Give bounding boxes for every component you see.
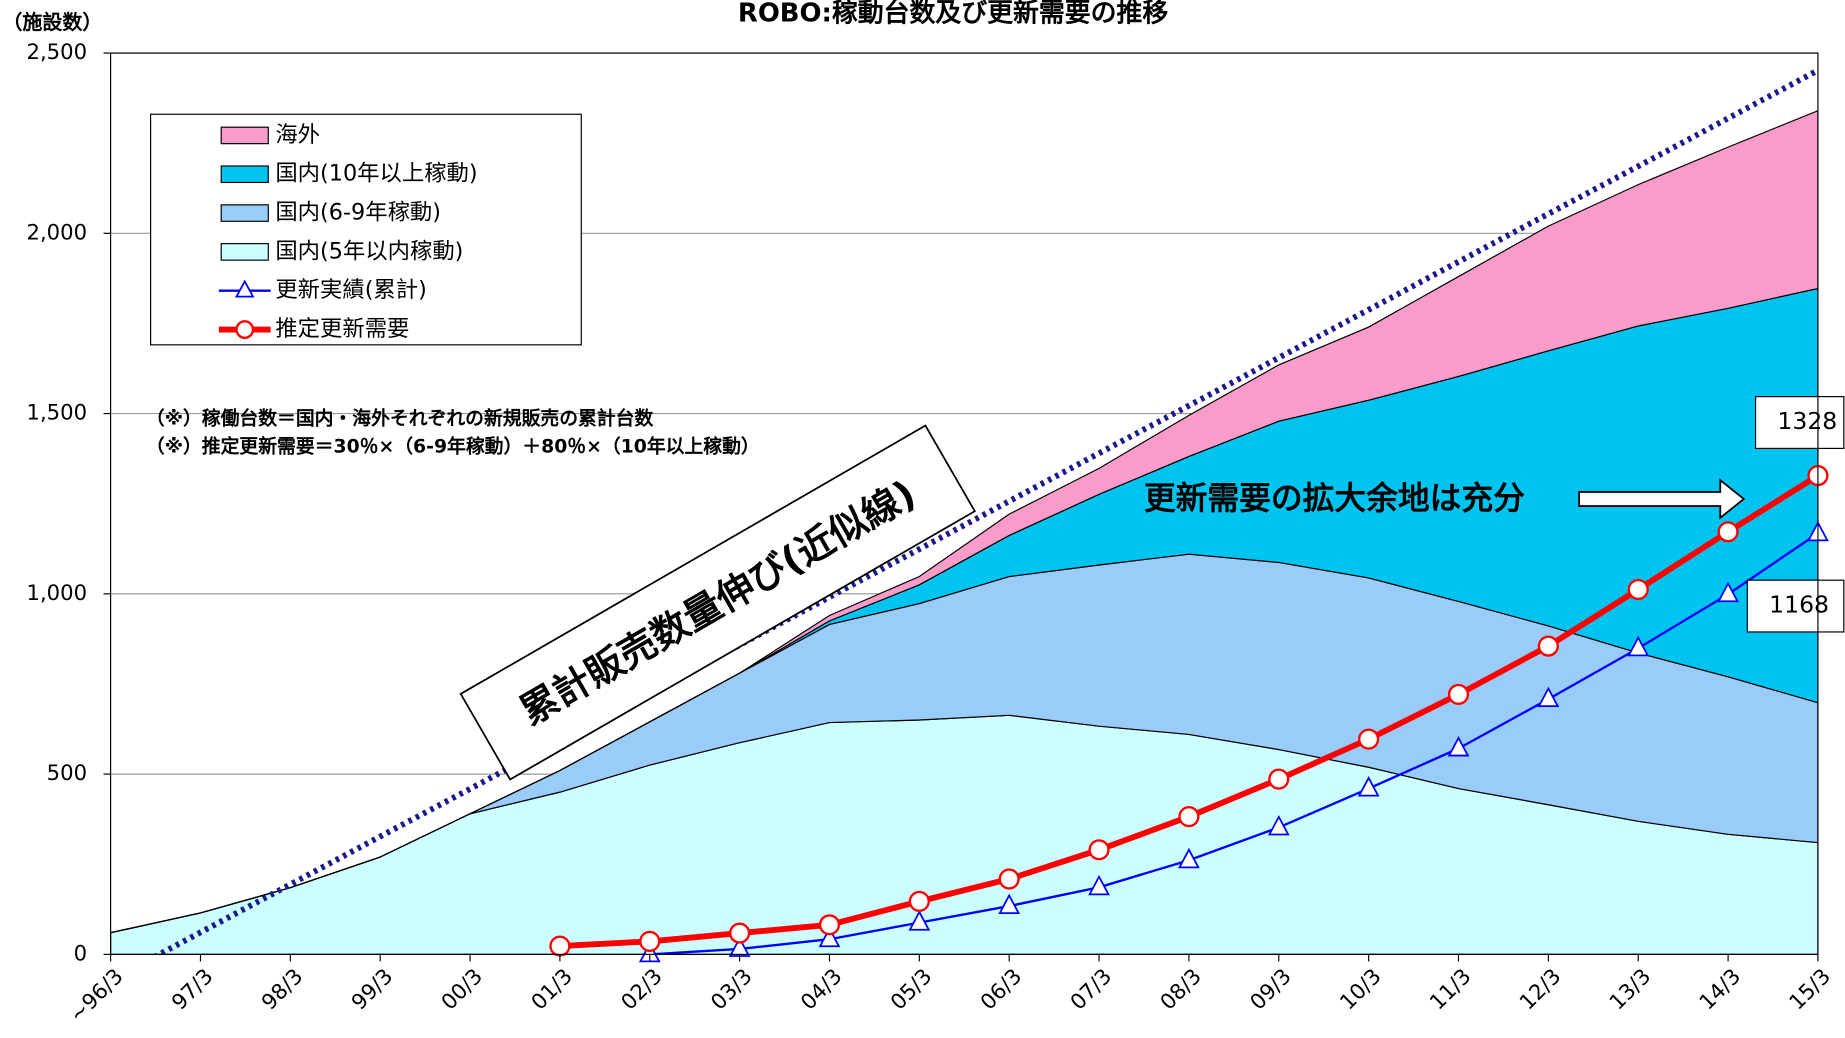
legend-marker	[235, 279, 255, 298]
marker	[908, 890, 930, 912]
marker	[549, 935, 571, 957]
legend-label: 推定更新需要	[275, 316, 409, 342]
x-tick-label: 98/3	[256, 963, 307, 1014]
x-tick-label: 99/3	[346, 963, 397, 1014]
x-tick-label: 97/3	[166, 963, 217, 1014]
legend-label: 国内(10年以上稼動)	[275, 161, 477, 187]
marker	[1717, 581, 1739, 603]
legend-label: 国内(6-9年稼動)	[275, 200, 441, 226]
legend-label: 国内(5年以内稼動)	[275, 238, 463, 264]
marker	[1357, 776, 1380, 797]
value-label: 1328	[1777, 407, 1837, 435]
y-tick-label: 1,500	[26, 400, 87, 425]
trend-line	[153, 67, 1818, 955]
x-tick-label: 13/3	[1604, 963, 1655, 1014]
marker	[998, 868, 1020, 890]
x-tick-label: 06/3	[975, 963, 1026, 1014]
y-tick-label: 1,000	[26, 580, 87, 605]
value-label: 1168	[1769, 591, 1829, 619]
marker	[639, 930, 661, 952]
legend-swatch	[220, 243, 269, 261]
x-tick-label: 08/3	[1155, 963, 1206, 1014]
marker	[1267, 814, 1290, 836]
annotation-arrow	[1578, 478, 1746, 520]
legend-label: 海外	[275, 122, 320, 148]
x-tick-label: 11/3	[1424, 963, 1475, 1014]
x-tick-label: 09/3	[1245, 963, 1296, 1014]
value-label-box	[1746, 579, 1845, 633]
annotation: 更新需要の拡大余地は充分	[1144, 480, 1525, 517]
lines: 1168 1328	[549, 396, 1845, 963]
marker	[1717, 521, 1739, 543]
x-tick-label: 03/3	[706, 963, 757, 1014]
y-tick-label: 0	[74, 940, 87, 965]
plot-frame	[110, 52, 1819, 955]
marker	[1447, 736, 1470, 757]
trend	[153, 67, 1818, 955]
x-tick-label: 12/3	[1514, 963, 1565, 1014]
legend-swatch	[220, 126, 269, 145]
marker	[1178, 806, 1200, 828]
marker	[908, 910, 931, 931]
y-tick-label: 2,000	[26, 219, 87, 244]
x-tick-label: 00/3	[436, 963, 487, 1014]
value-label-box	[1754, 396, 1845, 449]
legend-swatch	[220, 165, 269, 184]
x-tick-label: 02/3	[616, 963, 667, 1014]
x-tick-label: 14/3	[1694, 963, 1745, 1014]
note: （※）稼働台数＝国内・海外それぞれの新規販売の累計台数	[146, 406, 654, 429]
marker	[1268, 768, 1290, 790]
x-tick-label: 07/3	[1065, 963, 1116, 1014]
y-tick-label: 2,500	[26, 39, 87, 64]
marker	[1088, 874, 1110, 896]
marker	[1537, 635, 1559, 657]
marker	[818, 914, 841, 936]
x-tick-label: 05/3	[885, 963, 936, 1014]
x-tick-label: 04/3	[795, 963, 846, 1014]
marker	[818, 926, 841, 948]
marker	[1178, 847, 1200, 869]
marker	[998, 893, 1021, 914]
x-tick-label: ~96/3	[64, 963, 128, 1027]
marker	[1627, 635, 1650, 657]
marker	[729, 922, 751, 944]
marker	[1358, 728, 1380, 750]
chart-title: ROBO:稼動台数及び更新需要の推移	[738, 0, 1168, 29]
marker	[1447, 683, 1470, 706]
note: （※）推定更新需要＝30％×（6-9年稼動）＋80％×（10年以上稼動）	[146, 435, 760, 458]
x-tick-label: 10/3	[1335, 963, 1386, 1014]
trend-label-box	[459, 424, 977, 781]
marker	[1088, 839, 1110, 861]
marker	[1537, 686, 1560, 708]
legend-marker	[235, 320, 255, 339]
x-tick-label: 01/3	[526, 963, 577, 1014]
y-tick-label: 500	[47, 760, 87, 785]
legend-swatch	[220, 204, 269, 222]
legend-label: 更新実績(累計)	[275, 277, 426, 303]
line	[649, 532, 1819, 956]
y-axis-label: （施設数）	[2, 10, 102, 34]
x-tick-label: 15/3	[1784, 963, 1835, 1014]
legend-box	[150, 113, 582, 346]
marker	[1627, 578, 1649, 601]
